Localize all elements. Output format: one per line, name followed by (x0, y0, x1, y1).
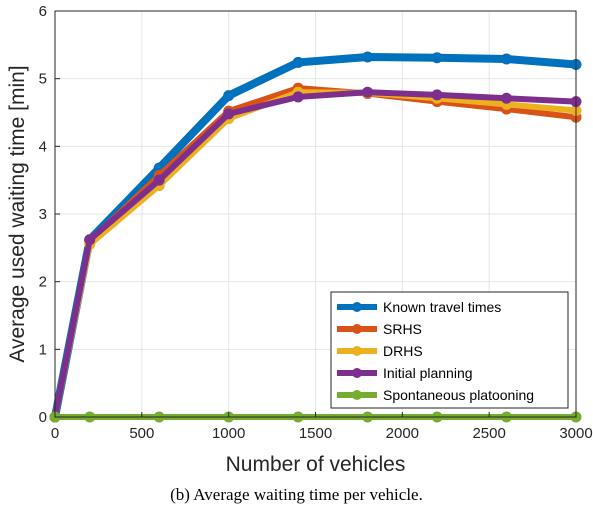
legend-item: Spontaneous platooning (337, 387, 534, 403)
legend-label: DRHS (383, 343, 423, 359)
data-point (153, 174, 165, 186)
legend-label: SRHS (383, 321, 422, 337)
data-point (362, 86, 374, 98)
ticks: 0 500 1000 1500 2000 2500 3000 0 1 2 3 4 5 6 (39, 3, 593, 442)
data-point (223, 90, 235, 102)
x-tick-label: 500 (129, 425, 154, 442)
y-tick-label: 6 (39, 3, 47, 20)
data-point (223, 108, 235, 120)
y-tick-label: 5 (39, 71, 47, 88)
y-tick-label: 1 (39, 341, 47, 358)
legend-marker (352, 390, 362, 400)
legend-marker (352, 346, 362, 356)
line-chart: 0 500 1000 1500 2000 2500 3000 0 1 2 3 4 5 6 Number o… (6, 3, 593, 476)
data-point (84, 234, 96, 246)
y-tick-label: 4 (39, 138, 47, 155)
y-tick-label: 3 (39, 206, 47, 223)
y-tick-label: 0 (39, 409, 47, 426)
y-tick-label: 2 (39, 274, 47, 291)
legend-item: Initial planning (337, 365, 473, 381)
y-axis-label: Average used waiting time [min] (6, 65, 29, 362)
legend-label: Spontaneous platooning (383, 387, 534, 403)
data-point (292, 56, 304, 68)
x-tick-label: 2500 (472, 425, 505, 442)
x-tick-label: 1500 (299, 425, 332, 442)
x-tick-label: 0 (51, 425, 59, 442)
data-point (292, 91, 304, 103)
data-point (431, 52, 443, 64)
legend-item: SRHS (337, 321, 422, 337)
data-point (501, 53, 513, 65)
legend-label: Known travel times (383, 299, 501, 315)
legend-item: Known travel times (337, 299, 501, 315)
data-point (431, 89, 443, 101)
x-tick-label: 1000 (212, 425, 245, 442)
data-point (501, 92, 513, 104)
legend-marker (352, 324, 362, 334)
legend-label: Initial planning (383, 365, 473, 381)
legend-marker (352, 302, 362, 312)
legend: Known travel times SRHS DRHS Initial planni… (330, 291, 569, 409)
x-tick-label: 3000 (559, 425, 592, 442)
legend-marker (352, 368, 362, 378)
x-axis-label: Number of vehicles (226, 453, 406, 476)
figure-caption: (b) Average waiting time per vehicle. (170, 485, 423, 504)
legend-item: DRHS (337, 343, 423, 359)
data-point (362, 51, 374, 63)
x-tick-label: 2000 (386, 425, 419, 442)
